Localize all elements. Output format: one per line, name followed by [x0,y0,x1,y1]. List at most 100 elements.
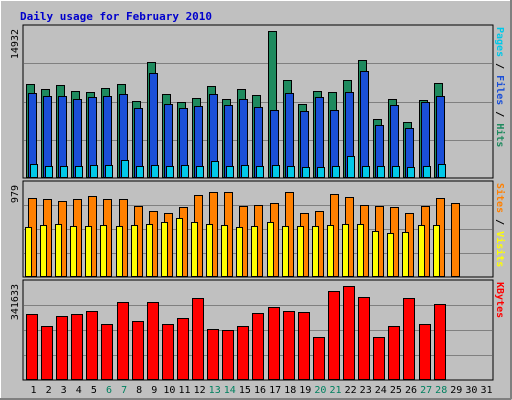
bar-pages-day-5 [90,165,98,178]
bar-pages-day-13 [211,161,219,178]
bar-sites-day-11 [176,218,183,277]
bar-kbytes-day-7 [117,302,129,380]
bar-kbytes-day-18 [283,311,295,380]
panel-hits: 14932 Pages / Files / Hits [10,24,506,179]
bar-pages-day-15 [241,165,249,178]
day-label-28: 28 [435,385,447,396]
bar-kbytes-day-22 [343,286,355,380]
bar-files-day-18 [285,93,294,178]
day-label-3: 3 [61,385,67,396]
bar-pages-day-17 [272,165,280,178]
bar-pages-day-1 [30,164,38,178]
day-label-16: 16 [254,385,266,396]
day-label-6: 6 [106,385,112,396]
bar-kbytes-day-19 [298,312,310,380]
series-legend: Pages / Files / Hits [494,27,506,147]
bar-pages-day-28 [438,164,446,178]
bar-kbytes-day-9 [147,302,159,380]
bar-pages-day-11 [181,165,189,178]
bar-kbytes-day-5 [86,311,98,380]
day-label-29: 29 [450,385,462,396]
bar-kbytes-day-20 [313,337,325,380]
legend-item: / [494,57,505,75]
bar-sites-day-18 [282,226,289,277]
y-max-label: 979 [10,185,21,203]
bar-sites-day-17 [267,222,274,277]
panel-visits: 979 Sites / Visits [10,180,506,278]
bar-files-day-23 [360,71,369,178]
chart-title: Daily usage for February 2010 [20,10,212,23]
bar-pages-day-6 [105,165,113,178]
day-label-10: 10 [163,385,175,396]
day-label-22: 22 [345,385,357,396]
bar-pages-day-21 [332,166,340,178]
day-label-13: 13 [209,385,221,396]
bar-pages-day-24 [377,166,385,178]
bar-kbytes-day-15 [237,326,249,380]
day-label-15: 15 [239,385,251,396]
day-label-12: 12 [194,385,206,396]
y-max-label: 341633 [10,284,21,320]
day-label-8: 8 [136,385,142,396]
bar-sites-day-20 [312,226,319,277]
bar-sites-day-22 [342,224,349,277]
bar-sites-day-25 [387,233,394,277]
bar-pages-day-9 [151,165,159,178]
bar-pages-day-23 [362,166,370,178]
bar-sites-day-19 [297,226,304,277]
day-label-1: 1 [30,385,36,396]
bar-pages-day-10 [166,166,174,178]
day-label-20: 20 [314,385,326,396]
legend-item: Files [494,75,506,105]
bar-sites-day-13 [206,224,213,277]
bar-pages-day-16 [256,166,264,178]
bar-sites-day-15 [236,227,243,277]
day-label-25: 25 [390,385,402,396]
legend-item: Visits [494,231,506,267]
bar-files-day-2 [43,96,52,178]
bar-sites-day-7 [116,226,123,277]
bar-pages-day-12 [196,166,204,178]
bar-kbytes-day-24 [373,337,385,380]
bar-sites-day-12 [191,222,198,277]
bar-sites-day-26 [402,232,409,277]
bar-sites-day-4 [70,226,77,277]
bar-kbytes-day-11 [177,318,189,380]
bar-kbytes-day-27 [419,324,431,380]
bar-sites-day-6 [100,225,107,277]
bar-sites-day-27 [418,225,425,277]
bar-pages-day-19 [302,167,310,178]
bar-files-day-4 [73,99,82,178]
day-label-23: 23 [360,385,372,396]
day-label-14: 14 [224,385,236,396]
bar-kbytes-day-16 [252,313,264,380]
chart-panels: 14932 Pages / Files / Hits 979 Sites / Visi… [10,24,506,381]
legend-item: Sites [494,183,506,213]
day-label-5: 5 [91,385,97,396]
panel-kbytes: 341633 KBytes [10,279,505,381]
bar-sites-day-3 [55,224,62,277]
legend-item: Pages [494,27,505,57]
legend-item: Hits [494,123,506,147]
bar-pages-day-27 [423,166,431,178]
bar-sites-day-24 [372,231,379,277]
bar-sites-day-23 [357,224,364,277]
bar-files-day-20 [315,97,324,178]
bar-sites-day-2 [40,225,47,277]
bar-pages-day-25 [392,166,400,178]
bar-sites-day-14 [221,225,228,277]
bar-pages-day-8 [136,166,144,178]
bar-kbytes-day-14 [222,330,234,380]
bar-kbytes-day-17 [268,307,280,380]
day-label-18: 18 [284,385,296,396]
day-label-4: 4 [76,385,82,396]
bar-pages-day-18 [287,166,295,178]
bar-sites-day-28 [433,225,440,277]
bar-pages-day-3 [60,166,68,178]
day-label-17: 17 [269,385,281,396]
bar-kbytes-day-3 [56,316,68,380]
bar-sites-day-21 [327,225,334,277]
bar-pages-day-2 [45,166,53,178]
bar-kbytes-day-6 [101,324,113,380]
